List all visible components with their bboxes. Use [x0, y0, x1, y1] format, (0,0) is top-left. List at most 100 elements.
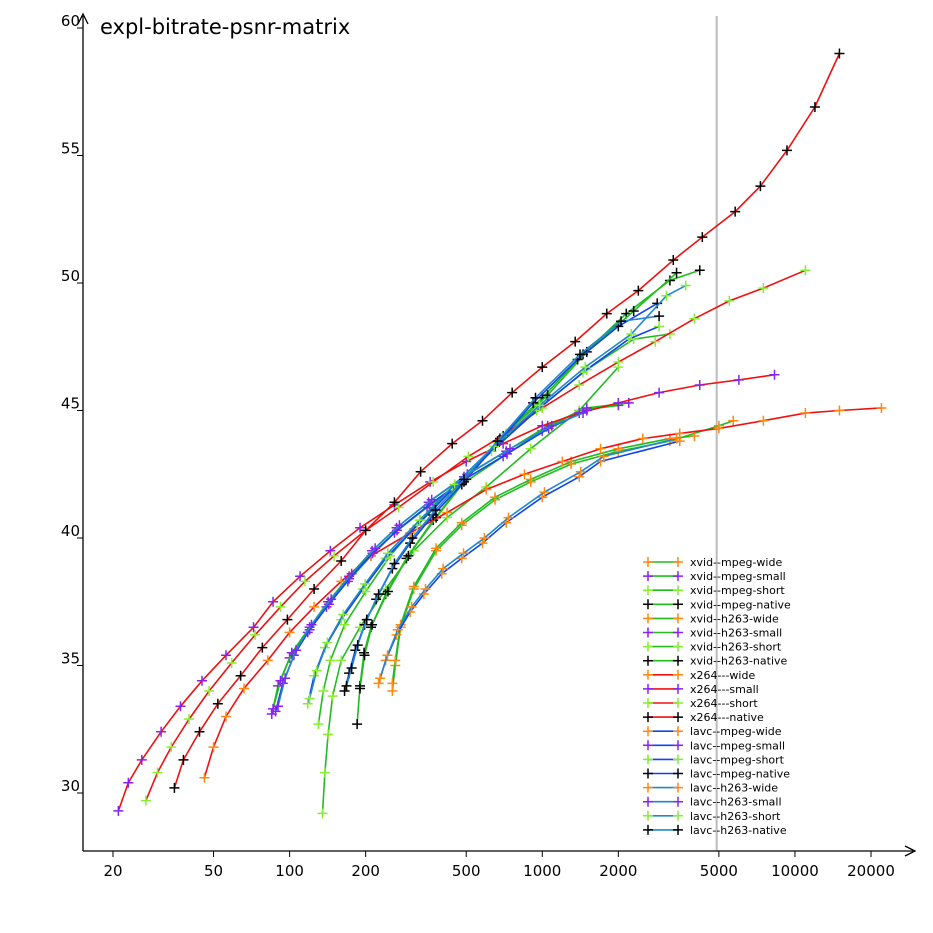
data-point — [382, 548, 393, 559]
legend-item: xvid--h263-short — [643, 641, 782, 654]
y-tick-label: 50 — [61, 267, 80, 285]
data-point — [477, 415, 488, 426]
data-point — [489, 441, 500, 452]
data-point — [284, 627, 295, 638]
data-point — [578, 408, 589, 419]
data-point — [420, 584, 431, 594]
data-point — [626, 329, 637, 339]
data-point — [680, 280, 691, 291]
legend-marker — [673, 726, 683, 737]
data-point — [239, 683, 250, 694]
data-point — [375, 673, 386, 684]
data-point — [449, 479, 460, 490]
series-line — [307, 325, 660, 704]
series-x264---wide — [199, 402, 887, 783]
data-point — [694, 265, 705, 276]
data-point — [406, 601, 417, 612]
data-point — [595, 443, 606, 454]
y-axis-arrow — [77, 12, 89, 25]
data-point — [250, 629, 261, 640]
data-point — [781, 145, 792, 156]
data-point — [299, 576, 310, 587]
legend-label: lavc--h263-small — [690, 796, 782, 809]
x-tick-label: 5000 — [700, 862, 738, 880]
data-point — [178, 754, 189, 765]
legend-label: lavc--h263-wide — [690, 782, 778, 795]
data-point — [724, 295, 735, 306]
data-point — [408, 581, 419, 592]
legend-marker — [673, 627, 683, 638]
legend-label: xvid--mpeg-small — [690, 570, 786, 583]
legend-item: xvid--mpeg-short — [643, 584, 785, 597]
data-point — [318, 686, 329, 696]
legend-marker — [643, 712, 653, 723]
legend-marker — [643, 669, 653, 680]
series-line — [345, 315, 660, 687]
legend-marker — [643, 571, 653, 582]
data-point — [166, 742, 177, 753]
legend-marker — [643, 796, 653, 807]
data-point — [389, 558, 400, 569]
series-line — [271, 404, 619, 715]
data-point — [346, 568, 357, 579]
data-point — [834, 48, 845, 59]
data-point — [123, 777, 134, 788]
x-tick-label: 500 — [452, 862, 481, 880]
data-point — [175, 701, 186, 712]
x-tick-label: 100 — [275, 862, 304, 880]
data-point — [664, 329, 675, 339]
data-point — [458, 548, 469, 559]
data-point — [525, 443, 536, 454]
legend-marker — [643, 698, 653, 708]
data-point — [664, 275, 675, 286]
data-point — [313, 719, 324, 730]
data-point — [575, 466, 586, 477]
data-point — [338, 609, 349, 620]
data-point — [319, 767, 330, 778]
x-tick-label: 2000 — [599, 862, 637, 880]
series-line — [173, 53, 841, 789]
data-point — [694, 380, 705, 390]
data-point — [834, 405, 845, 416]
legend-item: lavc--h263-short — [643, 810, 781, 823]
data-point — [758, 415, 769, 426]
data-point — [302, 698, 313, 709]
series-line — [377, 440, 680, 684]
series-line — [203, 407, 882, 778]
data-point — [136, 754, 147, 765]
data-point — [309, 601, 320, 612]
legend-item: xvid--mpeg-native — [643, 598, 791, 611]
data-point — [447, 438, 458, 449]
legend-label: xvid--h263-small — [690, 627, 782, 640]
data-point — [876, 402, 887, 413]
data-point — [282, 614, 293, 625]
series-lavc--h263-short — [304, 280, 691, 704]
data-point — [152, 767, 163, 778]
legend-marker — [673, 683, 683, 694]
data-point — [325, 545, 336, 556]
data-point — [668, 255, 679, 266]
data-point — [390, 655, 401, 666]
legend-label: x264---small — [690, 683, 759, 696]
data-point — [428, 476, 439, 487]
data-point — [654, 321, 665, 332]
legend-label: lavc--mpeg-short — [690, 753, 785, 766]
series-layer — [113, 48, 887, 819]
y-tick-label: 60 — [61, 12, 80, 30]
legend-item: lavc--mpeg-native — [643, 768, 790, 781]
legend-item: x264---wide — [643, 669, 755, 682]
data-point — [415, 466, 426, 477]
legend-label: x264---wide — [690, 669, 755, 682]
data-point — [537, 362, 548, 373]
legend-item: lavc--h263-wide — [643, 782, 778, 795]
data-point — [226, 657, 237, 668]
data-point — [140, 795, 151, 806]
legend-marker — [673, 613, 683, 624]
data-point — [360, 525, 371, 536]
legend-marker — [673, 740, 683, 751]
legend-marker — [673, 810, 683, 821]
legend-item: x264---native — [643, 711, 764, 724]
legend-item: lavc--mpeg-wide — [643, 725, 782, 738]
legend-item: lavc--mpeg-small — [643, 739, 785, 752]
chart-title: expl-bitrate-psnr-matrix — [100, 15, 350, 39]
